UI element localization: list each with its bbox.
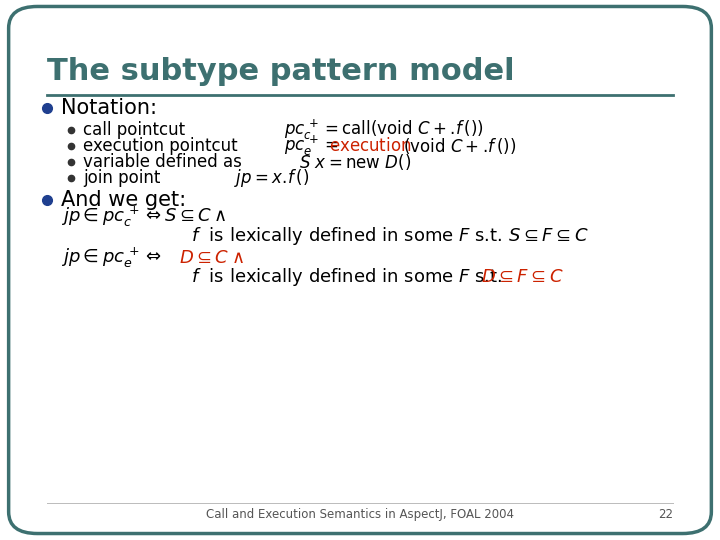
Text: $\mathrm{(void}\ C +.\!f\,())$: $\mathrm{(void}\ C +.\!f\,())$ — [403, 136, 517, 156]
Text: $f\ $ is lexically defined in some $F$ s.t.$\ S \subseteq F \subseteq C$: $f\ $ is lexically defined in some $F$ s… — [191, 225, 588, 247]
Text: $f\ $ is lexically defined in some $F$ s.t.: $f\ $ is lexically defined in some $F$ s… — [191, 266, 502, 288]
Text: $jp \in pc_c^{\,+} \Leftrightarrow S \subseteq C \wedge$: $jp \in pc_c^{\,+} \Leftrightarrow S \su… — [61, 205, 227, 229]
FancyBboxPatch shape — [9, 6, 711, 534]
Text: variable defined as: variable defined as — [83, 153, 242, 171]
Text: Notation:: Notation: — [61, 98, 157, 118]
Text: execution pointcut: execution pointcut — [83, 137, 238, 155]
Text: $\mathrm{execution}$: $\mathrm{execution}$ — [329, 137, 411, 155]
Text: $D \subseteq C \wedge$: $D \subseteq C \wedge$ — [179, 249, 243, 267]
Text: Call and Execution Semantics in AspectJ, FOAL 2004: Call and Execution Semantics in AspectJ,… — [206, 508, 514, 521]
Text: $pc_e^{\,+} = $: $pc_e^{\,+} = $ — [284, 134, 339, 158]
Text: And we get:: And we get: — [61, 190, 186, 210]
Text: 22: 22 — [658, 508, 673, 521]
Text: join point: join point — [83, 169, 160, 187]
Text: call pointcut: call pointcut — [83, 120, 185, 139]
Text: $jp = x.\!f\,()$: $jp = x.\!f\,()$ — [234, 167, 309, 189]
Text: $pc_c^{\,+} = \mathrm{call}(\mathrm{void}\ C +.\!f\,())$: $pc_c^{\,+} = \mathrm{call}(\mathrm{void… — [284, 118, 484, 141]
Text: $S\ x = \mathrm{new}\ D()$: $S\ x = \mathrm{new}\ D()$ — [299, 152, 411, 172]
Text: The subtype pattern model: The subtype pattern model — [47, 57, 514, 86]
Text: $jp \in pc_e^{\,+} \Leftrightarrow$: $jp \in pc_e^{\,+} \Leftrightarrow$ — [61, 246, 162, 270]
Text: $D \subseteq F \subseteq C$: $D \subseteq F \subseteq C$ — [481, 268, 564, 286]
